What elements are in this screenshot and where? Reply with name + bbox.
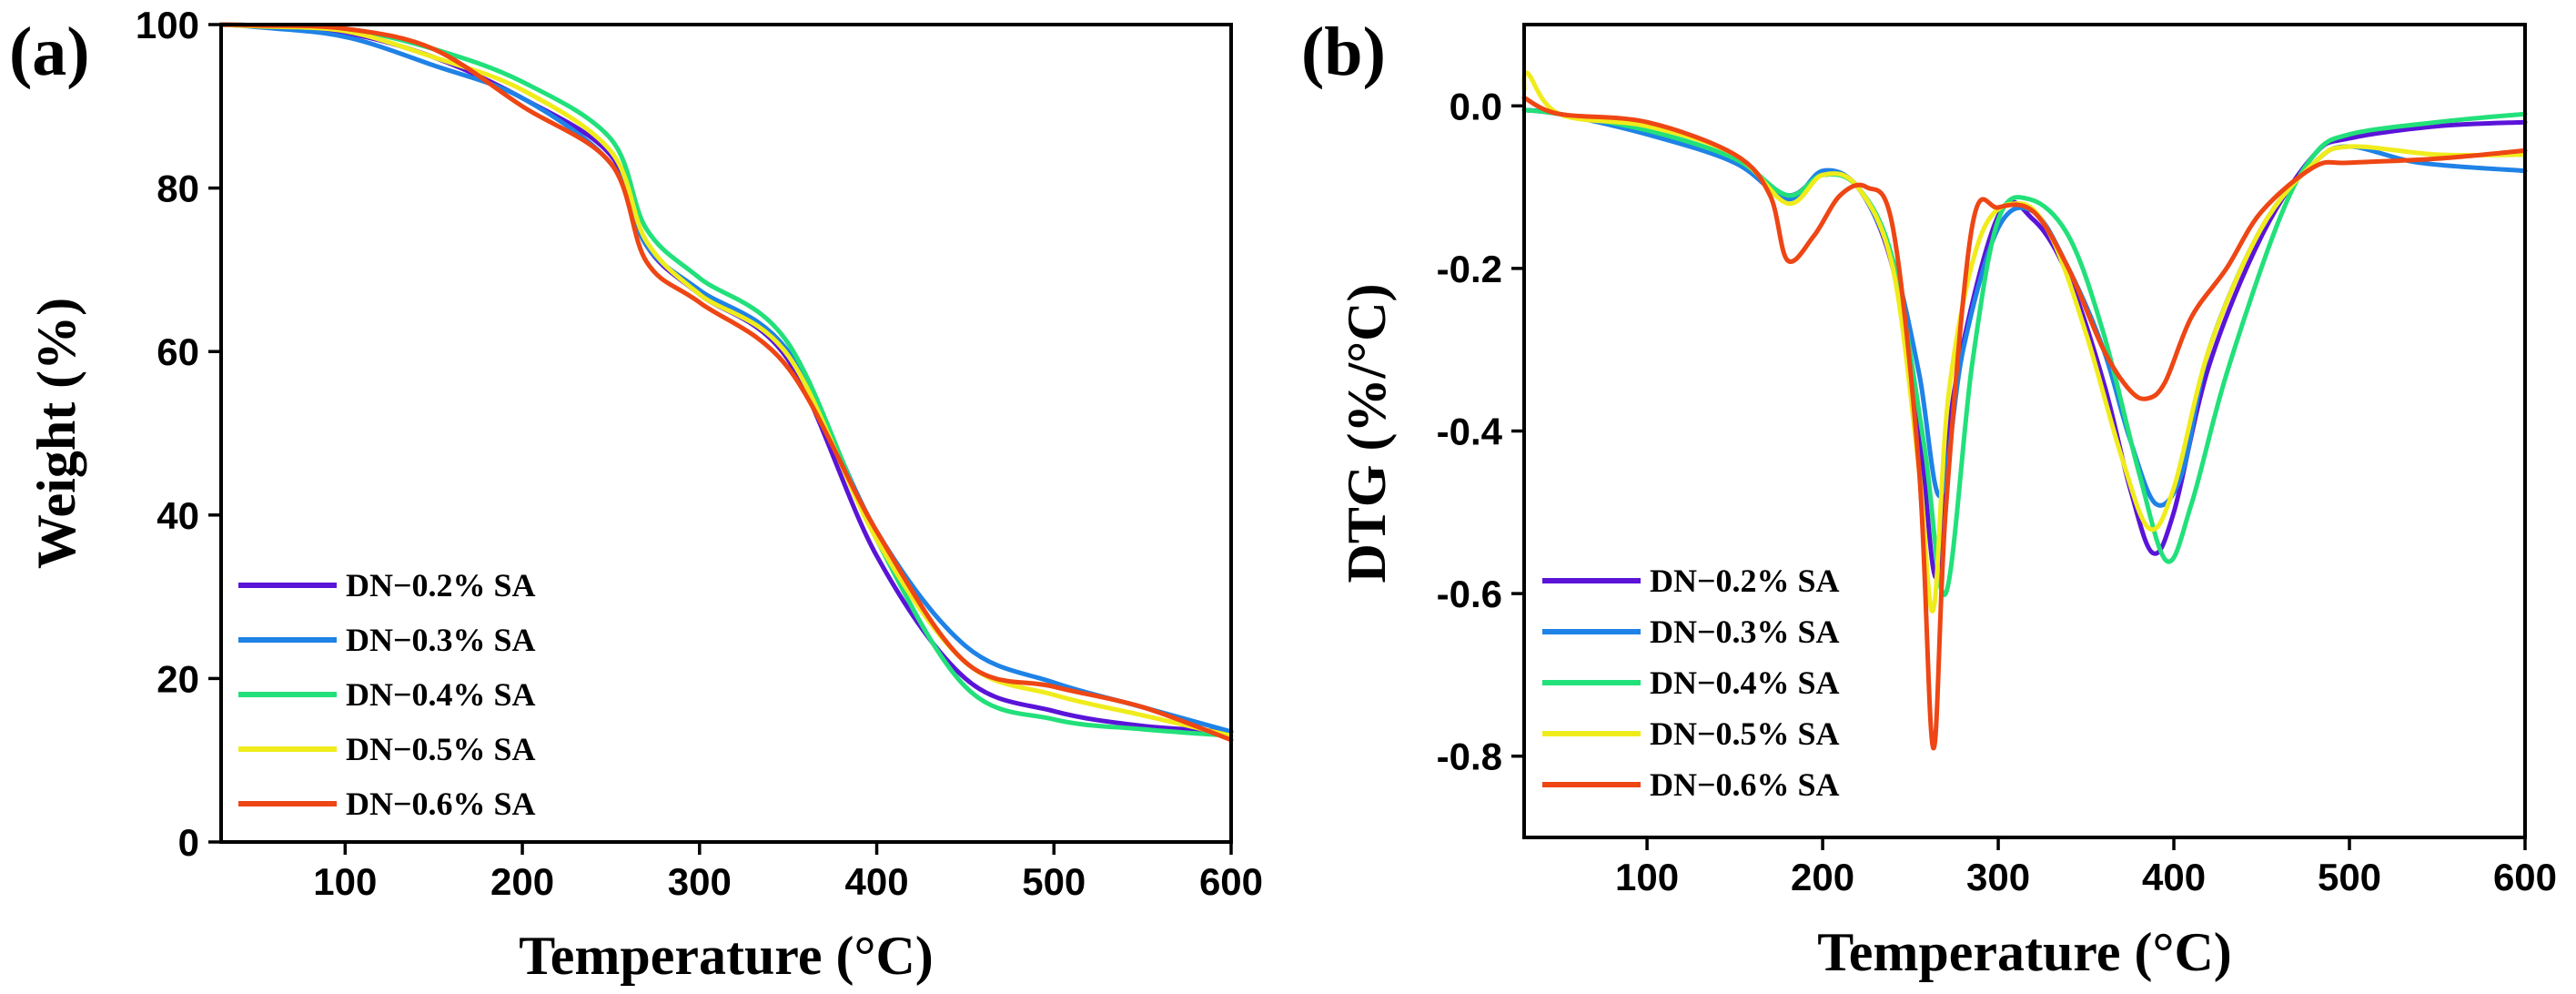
y-tick-label-a-3: 60 bbox=[157, 330, 199, 373]
x-tick-label-b-4: 500 bbox=[2318, 856, 2381, 898]
y-axis-title-b: DTG (%/°C) bbox=[1337, 284, 1397, 583]
plot-frame-a bbox=[219, 23, 1233, 844]
y-tick-label-a-5: 100 bbox=[136, 4, 199, 46]
y-tick-label-a-2: 40 bbox=[157, 494, 199, 537]
panel-label-b: (b) bbox=[1301, 14, 1386, 90]
x-axis-title-a: Temperature (°C) bbox=[519, 926, 934, 986]
legend-label-b-4: DN−0.6% SA bbox=[1650, 766, 1840, 803]
series-line-b-1 bbox=[1521, 107, 2528, 508]
series-layer-a bbox=[218, 22, 1234, 743]
legend-label-b-2: DN−0.4% SA bbox=[1650, 664, 1840, 701]
x-tick-label-a-3: 400 bbox=[844, 860, 908, 903]
x-tick-label-a-1: 200 bbox=[490, 860, 554, 903]
y-tick-label-b-1: -0.2 bbox=[1437, 248, 1502, 290]
y-tick-label-b-0: 0.0 bbox=[1450, 85, 1502, 127]
series-line-b-2 bbox=[1521, 107, 2528, 597]
chart-panel-b: (b) 100 200 300 400 500 600 0.0 -0.2 -0.4 -0.6 -0.… bbox=[1301, 14, 2557, 982]
y-tick-label-a-1: 20 bbox=[157, 657, 199, 700]
series-line-b-4 bbox=[1521, 95, 2528, 751]
x-tick-label-a-0: 100 bbox=[313, 860, 377, 903]
legend-label-a-0: DN−0.2% SA bbox=[346, 567, 536, 604]
legend-label-a-3: DN−0.5% SA bbox=[346, 731, 536, 767]
series-line-a-1 bbox=[218, 22, 1234, 735]
legend-label-a-4: DN−0.6% SA bbox=[346, 786, 536, 822]
x-tick-label-b-0: 100 bbox=[1615, 856, 1679, 898]
x-tick-label-b-5: 600 bbox=[2493, 856, 2557, 898]
series-line-a-3 bbox=[218, 22, 1234, 738]
legend-label-b-1: DN−0.3% SA bbox=[1650, 614, 1840, 650]
x-tick-label-a-2: 300 bbox=[668, 860, 732, 903]
ticks-b: 100 200 300 400 500 600 0.0 -0.2 -0.4 -0.6 -0.8 bbox=[1437, 85, 2557, 898]
series-line-b-0 bbox=[1521, 107, 2528, 580]
y-tick-label-b-4: -0.8 bbox=[1437, 735, 1502, 778]
x-tick-label-a-4: 500 bbox=[1022, 860, 1086, 903]
legend-label-b-0: DN−0.2% SA bbox=[1650, 563, 1840, 599]
series-layer-b bbox=[1521, 70, 2528, 751]
x-tick-label-b-3: 400 bbox=[2142, 856, 2206, 898]
legend-label-a-1: DN−0.3% SA bbox=[346, 622, 536, 658]
chart-panel-a: (a) 100 200 300 400 500 600 0 20 40 60 80 100 DN−0.… bbox=[9, 4, 1263, 986]
x-tick-label-b-1: 200 bbox=[1791, 856, 1854, 898]
y-tick-label-b-3: -0.6 bbox=[1437, 573, 1502, 615]
y-tick-label-a-0: 0 bbox=[178, 821, 199, 864]
legend-a: DN−0.2% SA DN−0.3% SA DN−0.4% SA DN−0.5% SA… bbox=[238, 567, 536, 822]
y-tick-label-b-2: -0.4 bbox=[1437, 411, 1503, 453]
y-axis-title-a: Weight (%) bbox=[26, 298, 86, 569]
x-axis-title-b: Temperature (°C) bbox=[1817, 922, 2232, 982]
legend-label-b-3: DN−0.5% SA bbox=[1650, 715, 1840, 752]
y-tick-label-a-4: 80 bbox=[157, 167, 199, 210]
ticks-a: 100 200 300 400 500 600 0 20 40 60 80 100 bbox=[136, 4, 1263, 903]
series-line-a-4 bbox=[218, 22, 1234, 743]
panel-label-a: (a) bbox=[9, 14, 90, 90]
legend-b: DN−0.2% SA DN−0.3% SA DN−0.4% SA DN−0.5% SA… bbox=[1542, 563, 1840, 803]
x-tick-label-a-5: 600 bbox=[1199, 860, 1263, 903]
legend-label-a-2: DN−0.4% SA bbox=[346, 676, 536, 713]
x-tick-label-b-2: 300 bbox=[1966, 856, 2030, 898]
